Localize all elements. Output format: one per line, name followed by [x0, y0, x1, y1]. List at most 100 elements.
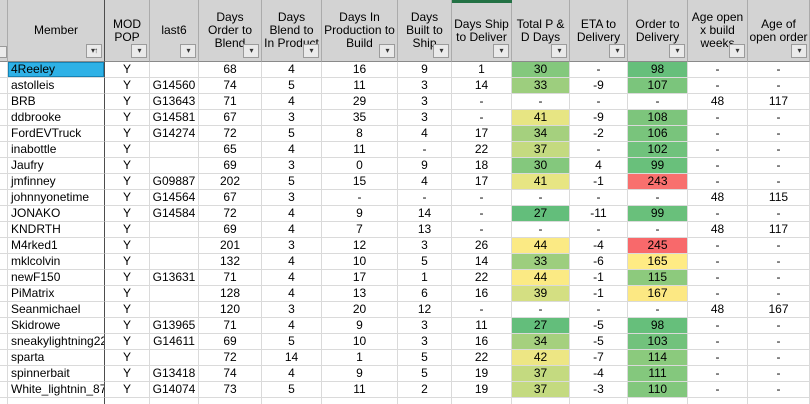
cell-mod_pop[interactable]: Y — [105, 158, 150, 174]
cell-age_of_open_order[interactable]: - — [748, 286, 810, 302]
cell-last6[interactable]: G13643 — [150, 94, 199, 110]
cell-last6[interactable]: G13418 — [150, 366, 199, 382]
cell-age_open_x_build_weeks[interactable]: - — [688, 126, 748, 142]
cell-days_ship_to_deliver[interactable]: 26 — [452, 238, 512, 254]
cell-order_to_delivery[interactable]: 110 — [628, 382, 688, 398]
cell-days_blend_to_in_production[interactable]: 4 — [262, 62, 322, 78]
cell-order_to_delivery[interactable]: - — [628, 302, 688, 318]
cell-spacer[interactable] — [0, 206, 8, 222]
cell-days_ship_to_deliver[interactable]: - — [452, 94, 512, 110]
cell-days_in_production_to_build[interactable]: 11 — [322, 382, 398, 398]
cell-days_blend_to_in_production[interactable]: 3 — [262, 158, 322, 174]
column-header-total_pd_days[interactable]: Total P & D Days ▾ — [512, 0, 570, 62]
cell-order_to_delivery[interactable]: 107 — [628, 78, 688, 94]
filter-dropdown-button[interactable]: ▾ — [729, 44, 745, 58]
column-header-age_open_x_build_weeks[interactable]: Age open x build weeks ▾ — [688, 0, 748, 62]
cell-total_pd_days[interactable]: 42 — [512, 350, 570, 366]
cell-spacer[interactable] — [0, 94, 8, 110]
cell-total_pd_days[interactable]: 41 — [512, 110, 570, 126]
cell-member[interactable]: newF150 — [8, 270, 105, 286]
cell-spacer[interactable] — [0, 382, 8, 398]
cell-order_to_delivery[interactable]: 245 — [628, 238, 688, 254]
cell-days_blend_to_in_production[interactable]: 5 — [262, 334, 322, 350]
cell-days_built_to_ship[interactable]: 12 — [398, 302, 452, 318]
cell-age_open_x_build_weeks[interactable]: 48 — [688, 302, 748, 318]
column-header-last6[interactable]: last6 ▾ — [150, 0, 199, 62]
cell-age_open_x_build_weeks[interactable]: 48 — [688, 222, 748, 238]
cell-days_order_to_blend[interactable]: 65 — [199, 142, 262, 158]
cell-empty[interactable] — [199, 398, 262, 404]
cell-last6[interactable] — [150, 158, 199, 174]
cell-total_pd_days[interactable]: 34 — [512, 334, 570, 350]
cell-eta_to_delivery[interactable]: - — [570, 62, 628, 78]
cell-last6[interactable] — [150, 350, 199, 366]
cell-age_open_x_build_weeks[interactable]: - — [688, 366, 748, 382]
cell-total_pd_days[interactable]: 27 — [512, 318, 570, 334]
cell-age_open_x_build_weeks[interactable]: - — [688, 254, 748, 270]
cell-age_open_x_build_weeks[interactable]: - — [688, 110, 748, 126]
cell-days_in_production_to_build[interactable]: 35 — [322, 110, 398, 126]
cell-days_order_to_blend[interactable]: 120 — [199, 302, 262, 318]
cell-age_open_x_build_weeks[interactable]: - — [688, 318, 748, 334]
cell-total_pd_days[interactable]: 34 — [512, 126, 570, 142]
cell-days_order_to_blend[interactable]: 201 — [199, 238, 262, 254]
cell-total_pd_days[interactable]: 37 — [512, 142, 570, 158]
cell-age_open_x_build_weeks[interactable]: - — [688, 286, 748, 302]
cell-mod_pop[interactable]: Y — [105, 318, 150, 334]
cell-days_built_to_ship[interactable]: 3 — [398, 94, 452, 110]
cell-days_order_to_blend[interactable]: 71 — [199, 94, 262, 110]
cell-days_built_to_ship[interactable]: 3 — [398, 318, 452, 334]
cell-days_built_to_ship[interactable]: 5 — [398, 254, 452, 270]
cell-eta_to_delivery[interactable]: -1 — [570, 286, 628, 302]
cell-member[interactable]: sneakylightning22 — [8, 334, 105, 350]
cell-order_to_delivery[interactable]: 115 — [628, 270, 688, 286]
filter-dropdown-button[interactable]: ▾ — [180, 44, 196, 58]
cell-last6[interactable] — [150, 238, 199, 254]
cell-total_pd_days[interactable]: - — [512, 190, 570, 206]
cell-days_in_production_to_build[interactable]: 10 — [322, 254, 398, 270]
cell-member[interactable]: sparta — [8, 350, 105, 366]
cell-order_to_delivery[interactable]: 108 — [628, 110, 688, 126]
cell-spacer[interactable] — [0, 110, 8, 126]
cell-days_built_to_ship[interactable]: 14 — [398, 206, 452, 222]
cell-days_in_production_to_build[interactable]: 16 — [322, 62, 398, 78]
cell-days_order_to_blend[interactable]: 68 — [199, 62, 262, 78]
cell-empty[interactable] — [8, 398, 105, 404]
cell-days_built_to_ship[interactable]: 3 — [398, 78, 452, 94]
cell-last6[interactable]: G13631 — [150, 270, 199, 286]
cell-member[interactable]: KNDRTH — [8, 222, 105, 238]
cell-eta_to_delivery[interactable]: -5 — [570, 318, 628, 334]
cell-spacer[interactable] — [0, 78, 8, 94]
cell-member[interactable]: White_lightnin_87 — [8, 382, 105, 398]
cell-spacer[interactable] — [0, 318, 8, 334]
cell-days_ship_to_deliver[interactable]: 14 — [452, 254, 512, 270]
cell-age_of_open_order[interactable]: - — [748, 366, 810, 382]
cell-eta_to_delivery[interactable]: -9 — [570, 110, 628, 126]
cell-last6[interactable] — [150, 286, 199, 302]
cell-empty[interactable] — [748, 398, 810, 404]
cell-age_of_open_order[interactable]: - — [748, 382, 810, 398]
cell-empty[interactable] — [0, 398, 8, 404]
cell-empty[interactable] — [322, 398, 398, 404]
cell-days_in_production_to_build[interactable]: 29 — [322, 94, 398, 110]
cell-days_ship_to_deliver[interactable]: - — [452, 206, 512, 222]
cell-days_ship_to_deliver[interactable]: 22 — [452, 142, 512, 158]
cell-empty[interactable] — [262, 398, 322, 404]
cell-days_in_production_to_build[interactable]: 7 — [322, 222, 398, 238]
cell-eta_to_delivery[interactable]: -1 — [570, 174, 628, 190]
cell-days_blend_to_in_production[interactable]: 4 — [262, 206, 322, 222]
cell-mod_pop[interactable]: Y — [105, 94, 150, 110]
cell-days_in_production_to_build[interactable]: 9 — [322, 318, 398, 334]
cell-age_open_x_build_weeks[interactable]: - — [688, 238, 748, 254]
cell-days_in_production_to_build[interactable]: 10 — [322, 334, 398, 350]
column-header-days_order_to_blend[interactable]: Days Order to Blend ▾ — [199, 0, 262, 62]
cell-member[interactable]: astolleis — [8, 78, 105, 94]
clipped-filter-dropdown-button[interactable] — [0, 46, 7, 58]
filter-dropdown-button[interactable]: ▾ — [669, 44, 685, 58]
cell-member[interactable]: JONAKO — [8, 206, 105, 222]
cell-total_pd_days[interactable]: 37 — [512, 366, 570, 382]
cell-order_to_delivery[interactable]: 99 — [628, 158, 688, 174]
cell-mod_pop[interactable]: Y — [105, 286, 150, 302]
column-header-mod_pop[interactable]: MOD POP ▾ — [105, 0, 150, 62]
cell-days_ship_to_deliver[interactable]: - — [452, 110, 512, 126]
